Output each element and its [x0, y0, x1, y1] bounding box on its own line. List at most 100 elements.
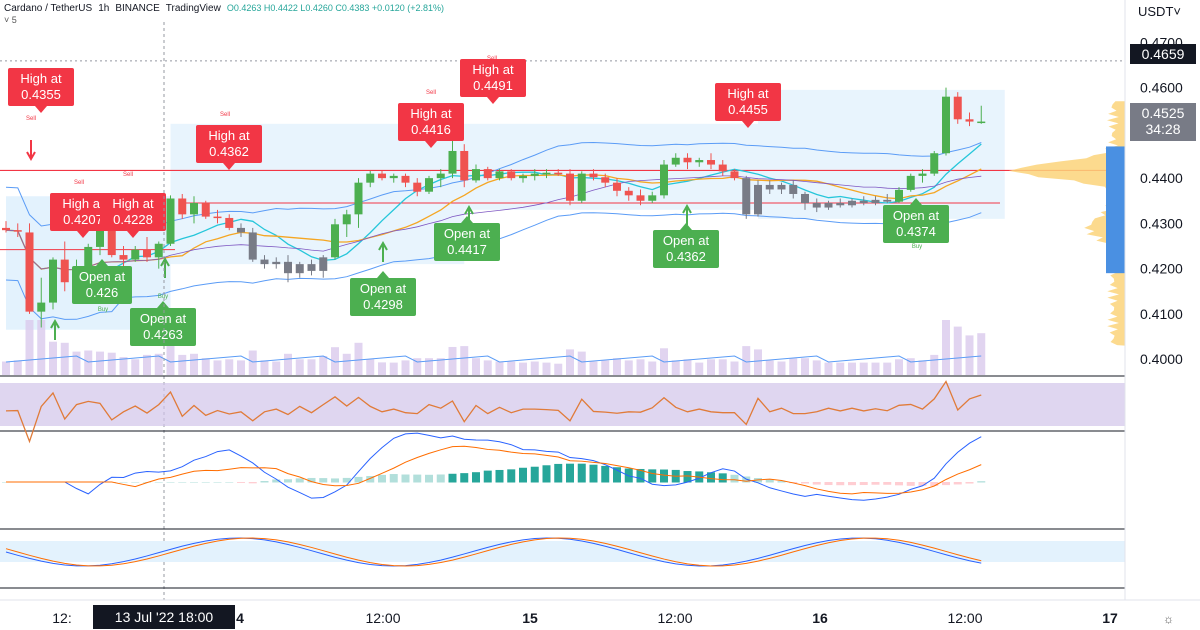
current-price: 0.4525 [1141, 105, 1185, 121]
macd-histogram-bar [636, 468, 645, 483]
macd-histogram-bar [213, 482, 222, 483]
rsi-band [0, 383, 1130, 426]
volume-bar [272, 361, 281, 375]
sell-signal: Sell [26, 116, 36, 122]
macd-histogram-bar [366, 476, 375, 483]
buy-arrow [378, 240, 388, 262]
candle-body [507, 171, 516, 179]
volume-bar [895, 359, 903, 375]
candle-body [660, 164, 668, 196]
interval[interactable]: 1h [98, 3, 110, 14]
volume-bar [2, 361, 10, 375]
volume-bar [942, 320, 950, 375]
macd-line [6, 432, 982, 501]
macd-histogram-bar [895, 482, 903, 486]
macd-histogram-bar [354, 476, 363, 483]
macd-histogram-bar [378, 474, 386, 483]
macd-histogram-bar [401, 474, 410, 483]
label-box [130, 308, 196, 346]
volume-profile-poc [1106, 146, 1125, 274]
label-text: High at [727, 86, 769, 101]
gear-icon[interactable]: ☼ [1163, 612, 1174, 626]
candle-body [836, 203, 845, 206]
candle-body [178, 198, 187, 215]
macd-histogram-bar [307, 477, 316, 483]
label-pointer [910, 198, 922, 205]
macd-histogram-bar [801, 482, 809, 484]
range-box [758, 89, 1005, 219]
label-text: High at [208, 128, 250, 143]
label-box [196, 125, 262, 163]
macd-histogram-bar [272, 479, 281, 483]
macd-histogram-bar [119, 482, 128, 483]
symbol-name[interactable]: Cardano / TetherUS [4, 3, 93, 14]
volume-bar [154, 353, 163, 375]
volume-bar [107, 352, 116, 375]
label-box [350, 278, 416, 316]
volume-bar [718, 359, 727, 375]
buy-signal: Buy [912, 244, 922, 250]
volume-profile [1008, 101, 1125, 346]
price-tick-label: 0.4600 [1140, 80, 1183, 96]
candle-body [448, 150, 457, 174]
label-text: Open at [444, 226, 491, 241]
macd-histogram-bar [154, 482, 163, 483]
volume-bar [166, 342, 175, 375]
candle-body [237, 227, 245, 233]
candle-body [366, 173, 375, 183]
candle-body [436, 173, 445, 179]
high-at-label: High at0.4416 [398, 103, 464, 148]
volume-bar [354, 342, 363, 375]
volume-bar [295, 359, 304, 375]
label-text: Open at [140, 311, 187, 326]
range-box [464, 123, 758, 210]
time-axis[interactable]: 12: 4 12:00 15 12:00 16 12:00 17 [0, 599, 1200, 626]
candle-body [472, 169, 480, 181]
macd-histogram-bar [648, 469, 657, 483]
macd-histogram-bar [389, 474, 398, 483]
candle-body [37, 302, 46, 312]
candle-body [812, 203, 821, 208]
volume-bar [143, 354, 151, 375]
candle-body [671, 157, 680, 165]
volume-bar [965, 335, 974, 375]
price-tick-label: 0.4100 [1140, 306, 1183, 322]
currency-selector[interactable]: USDT˅ [1138, 4, 1181, 19]
macd-histogram-bar [507, 469, 516, 483]
high-at-label: High at0.4455 [715, 83, 781, 128]
volume-bar [883, 362, 892, 375]
label-text: Open at [360, 281, 407, 296]
price-axis[interactable]: 0.47000.46000.44000.43000.42000.41000.40… [1124, 0, 1200, 630]
volume-bar [366, 359, 375, 375]
macd-histogram-bar [554, 463, 563, 483]
candle-body [225, 217, 234, 228]
candle-body [895, 189, 903, 202]
macd-histogram-bar [472, 472, 480, 483]
volume-bar [413, 358, 422, 375]
label-text: Open at [663, 233, 710, 248]
candle-body [754, 184, 762, 215]
volume-bar [871, 362, 880, 375]
volume-bar [495, 361, 504, 375]
label-pointer [157, 301, 169, 308]
volume-bar [448, 346, 457, 375]
candle-body [577, 173, 586, 201]
volume-bar [37, 320, 46, 375]
indicator-toggle[interactable]: ˅ 5 [4, 15, 17, 25]
price-tick-label: 0.4200 [1140, 261, 1183, 277]
candle-body [648, 195, 657, 201]
candle-body [389, 175, 398, 179]
macd-histogram-bar [331, 478, 339, 483]
candle-body [342, 214, 351, 225]
time-tick-label: 15 [522, 610, 538, 626]
volume-bar [848, 362, 856, 375]
label-text: High at [20, 71, 62, 86]
macd-histogram-bar [601, 465, 610, 483]
volume-bar [836, 362, 845, 375]
volume-bar [472, 358, 480, 375]
symbol-header[interactable]: Cardano / TetherUS 1h BINANCE TradingView O0… [4, 3, 450, 14]
macd-histogram-bar [930, 482, 939, 487]
current-price-tag: 0.4525 34:28 [1130, 103, 1196, 141]
label-box [653, 230, 719, 268]
